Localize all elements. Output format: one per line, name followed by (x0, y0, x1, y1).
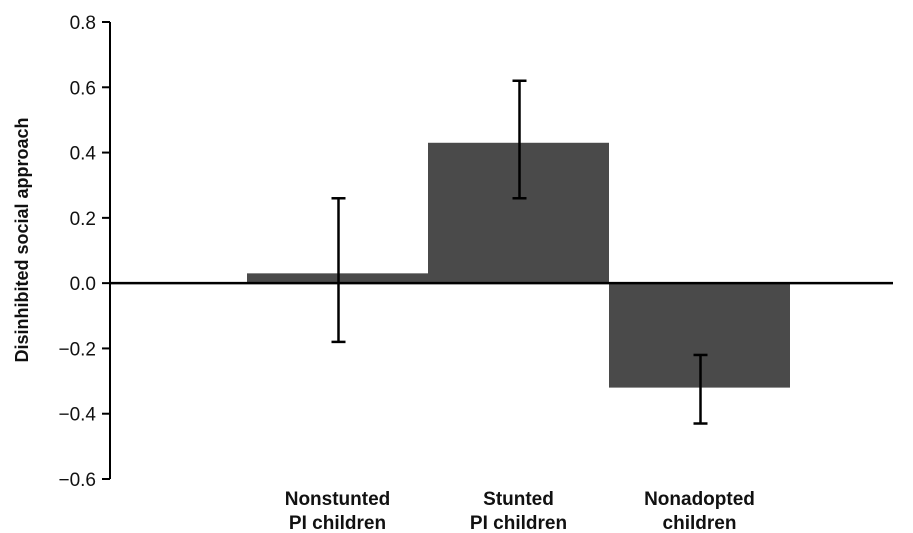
y-tick-label: −0.2 (58, 339, 96, 360)
y-axis: 0.8 0.6 0.4 0.2 0.0 −0.2 −0.4 −0.6 (58, 13, 111, 491)
category-label: Nonstunted PI children (285, 489, 391, 533)
category-label-line: Stunted (483, 489, 554, 510)
y-tick-label: 0.6 (70, 78, 96, 99)
category-label-line: PI children (470, 513, 567, 533)
category-label-line: Nonstunted (285, 489, 391, 510)
category-label-line: PI children (289, 513, 386, 533)
category-label-line: Nonadopted (644, 489, 755, 510)
y-tick-label: 0.0 (70, 274, 96, 295)
y-axis-title: Disinhibited social approach (12, 117, 32, 362)
y-tick-label: 0.2 (70, 209, 96, 230)
y-tick-label: −0.6 (58, 470, 96, 491)
y-tick-label: 0.8 (70, 13, 96, 34)
bars (247, 142, 790, 388)
category-label-line: children (663, 513, 737, 533)
category-label: Nonadopted children (644, 489, 755, 533)
error-bars (331, 79, 708, 425)
y-tick-label: 0.4 (70, 144, 97, 165)
category-label: Stunted PI children (470, 489, 567, 533)
y-tick-label: −0.4 (58, 405, 96, 426)
